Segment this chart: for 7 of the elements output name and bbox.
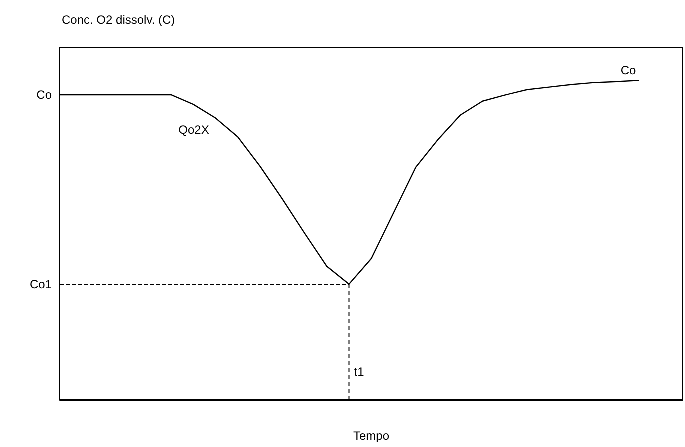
text: Co — [620, 64, 636, 78]
x-axis-title: Tempo — [353, 429, 390, 443]
y-axis-title: Conc. O2 dissolv. (C) — [62, 13, 176, 27]
ref-line-label: Co1 — [30, 277, 52, 292]
annotation: Qo2X — [178, 123, 210, 138]
text: t1 — [354, 365, 364, 379]
text: Co — [36, 88, 52, 102]
